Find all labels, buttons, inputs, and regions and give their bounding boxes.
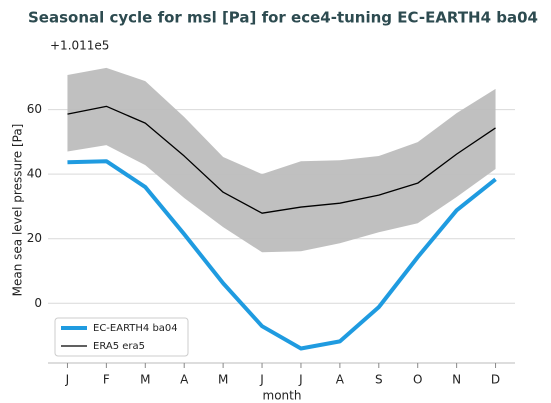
x-tick-label: F xyxy=(103,373,110,387)
y-tick-label: 0 xyxy=(34,296,42,310)
series-line xyxy=(67,105,496,214)
x-tick-label: D xyxy=(491,373,500,387)
x-tick-label: J xyxy=(259,373,264,387)
legend-label: EC-EARTH4 ba04 xyxy=(93,323,178,334)
y-tick-label: 60 xyxy=(27,102,42,116)
x-tick-label: M xyxy=(140,373,150,387)
offset-text: +1.011e5 xyxy=(50,39,109,53)
y-tick-label: 20 xyxy=(27,231,42,245)
x-tick-label: M xyxy=(218,373,228,387)
x-axis-label: month xyxy=(263,389,302,403)
series-line xyxy=(67,159,497,351)
legend-label: ERA5 era5 xyxy=(93,341,145,352)
spread-band xyxy=(67,67,496,253)
x-tick-label: A xyxy=(336,373,345,387)
legend-box xyxy=(54,317,189,357)
x-tick-label: O xyxy=(413,373,422,387)
x-tick-label: N xyxy=(452,373,461,387)
x-tick-label: J xyxy=(298,373,303,387)
y-axis-label: Mean sea level pressure [Pa] xyxy=(11,124,25,297)
chart-title: Seasonal cycle for msl [Pa] for ece4-tun… xyxy=(28,9,538,27)
y-tick-label: 40 xyxy=(27,167,42,181)
x-tick-label: S xyxy=(375,373,383,387)
x-tick-label: J xyxy=(65,373,70,387)
x-tick-label: A xyxy=(180,373,189,387)
